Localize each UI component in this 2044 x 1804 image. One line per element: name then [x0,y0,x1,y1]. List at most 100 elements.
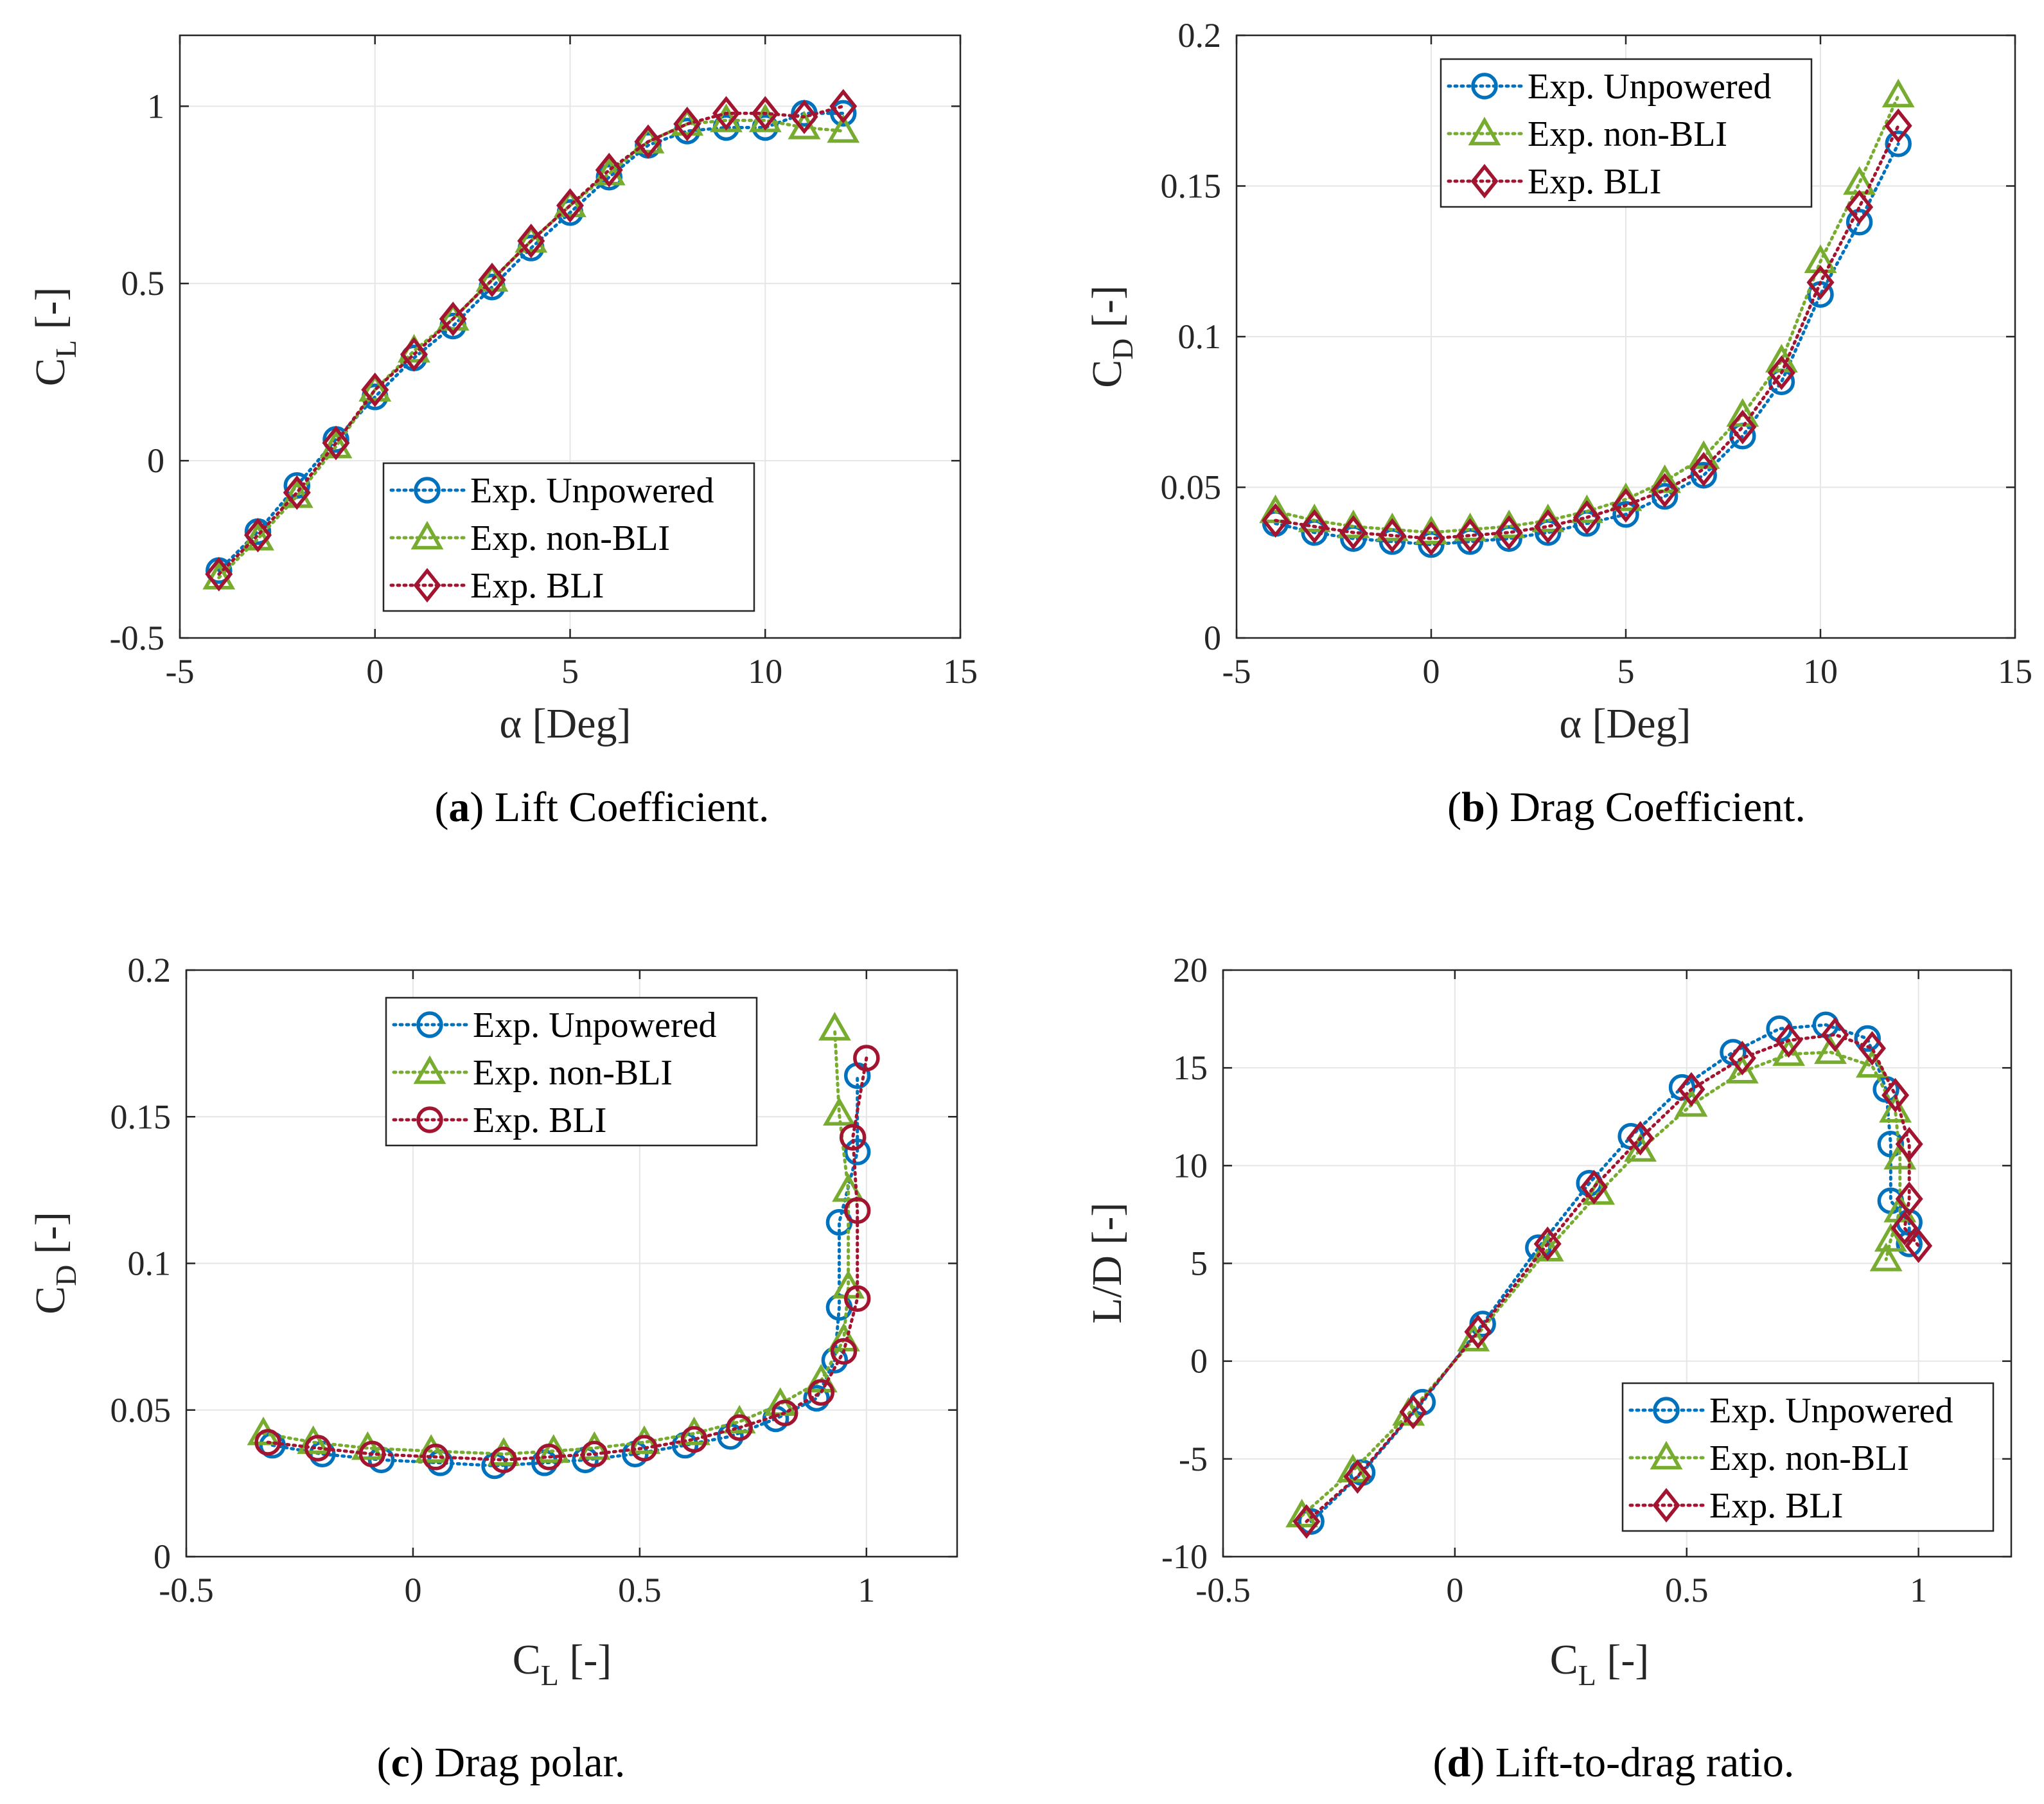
data-point [1806,265,1835,300]
data-point [1895,1126,1923,1162]
data-point [283,475,311,510]
y-axis-label: CL [-] [27,287,82,387]
x-tick-label: 0 [1423,652,1440,691]
data-point [400,337,428,372]
data-point [1884,108,1912,143]
data-point [517,224,545,258]
data-point [1378,518,1406,553]
data-point [1725,1055,1759,1084]
data-point [1879,1093,1912,1123]
legend-marker [416,1011,443,1038]
legend-entry-bli: Exp. BLI [1628,1486,1843,1526]
legend: Exp. Unpowered Exp. non-BLI Exp. BLI [1621,1382,1995,1532]
data-point [205,556,233,592]
data-point [634,124,662,159]
data-point [361,372,389,407]
subfigure-caption: (c) Drag polar.(c) [377,1739,626,1786]
x-axis-label: α [Deg] [500,700,631,747]
data-point [751,96,779,131]
data-point [823,1097,856,1126]
panel-c-drag-polar: -0.5 0 0.5 100.050.10.150.2CL [-]CD [-]Exp.… [27,951,958,1786]
data-point [1626,1120,1655,1156]
data-point [478,262,506,297]
data-point [788,111,821,139]
y-tick-label: 0.2 [1178,16,1222,55]
legend-label: Exp. Unpowered [1709,1391,1953,1431]
data-point [712,96,741,131]
axes-frame [185,969,958,1558]
data-point [771,1399,798,1427]
data-point [1690,461,1717,489]
data-point [1464,1314,1492,1349]
x-tick-label: -5 [1222,652,1251,691]
legend-entry-nonbli: Exp. non-BLI [1628,1438,1909,1478]
data-point [1336,1453,1370,1483]
data-point [818,1012,851,1041]
data-point [680,1426,708,1453]
x-tick-label: 0 [404,1571,421,1609]
data-point [825,1208,853,1236]
data-point [581,1440,608,1467]
caption-letter: a [448,784,470,831]
caption-letter: b [1461,784,1485,831]
data-point [843,1138,871,1165]
legend-marker [413,1055,446,1084]
caption-letter: c [391,1739,410,1786]
x-tick-label: 0.5 [618,1571,662,1609]
y-tick-label: 0.05 [1161,468,1222,507]
data-point [1728,1041,1756,1075]
legend-entry-bli: Exp. BLI [392,1101,606,1140]
legend-label: Exp. BLI [470,566,604,606]
legend-marker [1650,1440,1683,1470]
series-bli [1292,1017,1933,1539]
data-point [554,188,586,218]
data-point [1292,1504,1321,1539]
data-point [322,425,350,461]
data-point [1821,1017,1849,1052]
data-point [475,263,509,292]
x-tick-label: 15 [943,652,978,691]
data-point [673,107,701,141]
data-point [1677,1072,1705,1107]
data-point [1767,355,1795,391]
legend-marker [410,520,444,550]
x-tick-label: -5 [166,652,195,691]
data-point [1905,1228,1933,1264]
panel-a-lift-coefficient: -5 0 5 10 15 -0.5 0 0.5 1 α [Deg] CL [-] Exp. Unpow… [27,34,978,831]
x-tick-label: -0.5 [1195,1571,1250,1609]
legend-marker [1470,164,1499,199]
data-point [351,1431,384,1460]
data-point [1895,1181,1923,1216]
x-tick-label: 1 [1910,1571,1927,1609]
x-tick-label: 15 [1998,652,2032,691]
legend-label: Exp. Unpowered [1528,67,1771,107]
data-point [1689,452,1718,487]
legend-entry-unpowered: Exp. Unpowered [392,1005,716,1045]
x-tick-label: 1 [858,1571,875,1609]
series-bli [205,89,858,592]
legend-marker [413,568,441,603]
data-point [1456,518,1485,553]
legend-label: Exp. Unpowered [473,1005,716,1045]
data-point [1881,1077,1910,1113]
data-point [1339,515,1368,550]
legend-label: Exp. BLI [473,1101,606,1140]
data-point [1495,515,1523,550]
data-point [827,114,860,143]
data-point [1624,1133,1657,1162]
legend: Exp. Unpowered Exp. non-BLI Exp. BLI [382,462,755,612]
x-axis-label: CL [-] [513,1636,612,1692]
data-point [1877,1131,1905,1158]
y-tick-label: -0.5 [110,619,164,657]
y-tick-label: 0.05 [110,1391,172,1429]
data-point [1772,1037,1805,1066]
legend-label: Exp. non-BLI [1709,1438,1909,1478]
data-point [1573,500,1601,535]
data-point [843,1285,871,1313]
subfigure-caption: (b) Drag Coefficient.(b) [1447,784,1806,831]
y-tick-label: 0 [154,1537,171,1576]
y-tick-label: 0.1 [128,1244,172,1283]
x-tick-label: 5 [1617,652,1635,691]
data-point [1675,1088,1708,1117]
data-point [1854,1025,1881,1052]
